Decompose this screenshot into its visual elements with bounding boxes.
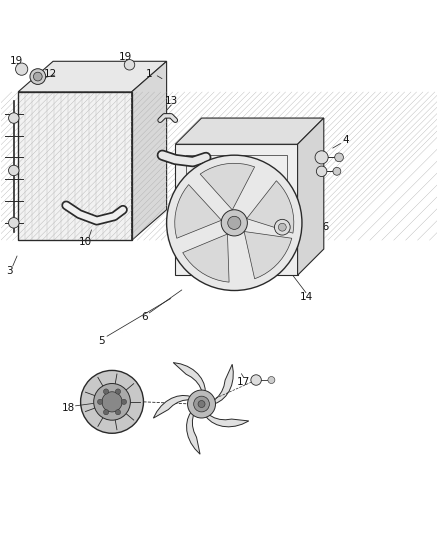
Polygon shape (153, 395, 205, 418)
Circle shape (194, 396, 209, 412)
Circle shape (316, 166, 327, 176)
Circle shape (198, 400, 205, 408)
Polygon shape (18, 92, 132, 240)
Circle shape (81, 370, 144, 433)
Text: 19: 19 (9, 56, 23, 66)
Polygon shape (247, 181, 294, 233)
Circle shape (15, 63, 28, 75)
Circle shape (335, 153, 343, 161)
Circle shape (279, 223, 286, 231)
Text: 12: 12 (44, 69, 57, 78)
Text: MOPAR: MOPAR (227, 170, 241, 175)
Circle shape (115, 389, 120, 394)
Polygon shape (173, 362, 205, 409)
Circle shape (9, 113, 19, 123)
Text: 11: 11 (197, 131, 210, 141)
Circle shape (115, 409, 120, 415)
Text: 1: 1 (146, 69, 152, 78)
Circle shape (103, 389, 109, 394)
Circle shape (102, 392, 122, 412)
Text: 4: 4 (343, 135, 349, 145)
Circle shape (333, 167, 341, 175)
Circle shape (9, 165, 19, 176)
Text: 19: 19 (119, 52, 132, 62)
Polygon shape (244, 231, 292, 279)
Polygon shape (175, 184, 222, 238)
Polygon shape (175, 118, 324, 144)
Circle shape (94, 384, 131, 420)
Text: 13: 13 (164, 95, 177, 106)
Circle shape (251, 375, 261, 385)
Text: 18: 18 (62, 403, 75, 414)
Circle shape (124, 60, 135, 70)
Polygon shape (187, 401, 207, 454)
Polygon shape (297, 118, 324, 275)
Polygon shape (200, 163, 254, 210)
Circle shape (221, 210, 247, 236)
FancyBboxPatch shape (208, 169, 261, 177)
Circle shape (9, 217, 19, 228)
Circle shape (33, 72, 42, 81)
Circle shape (98, 399, 103, 405)
Text: 17: 17 (237, 377, 250, 387)
Text: 3: 3 (6, 266, 13, 276)
Circle shape (166, 155, 302, 290)
Polygon shape (132, 61, 166, 240)
Circle shape (30, 69, 46, 84)
Polygon shape (196, 364, 233, 405)
Circle shape (275, 220, 290, 235)
Polygon shape (201, 399, 249, 427)
Text: 10: 10 (79, 238, 92, 247)
Text: 14: 14 (300, 292, 313, 302)
Text: 16: 16 (317, 222, 330, 232)
Circle shape (268, 376, 275, 384)
Circle shape (103, 409, 109, 415)
Polygon shape (183, 234, 229, 282)
Polygon shape (18, 61, 166, 92)
Polygon shape (175, 144, 297, 275)
Text: 5: 5 (98, 336, 104, 346)
Circle shape (121, 399, 127, 405)
Text: 6: 6 (141, 312, 148, 322)
Circle shape (315, 151, 328, 164)
Circle shape (228, 216, 241, 229)
Circle shape (187, 390, 215, 418)
